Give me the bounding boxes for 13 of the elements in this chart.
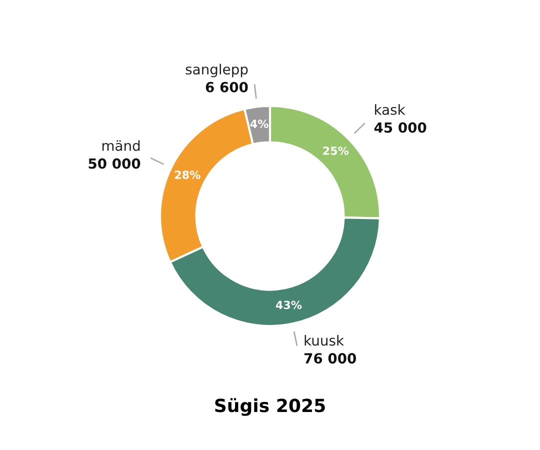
data-label: 50 000 bbox=[88, 158, 140, 169]
data-label: 76 000 bbox=[304, 353, 356, 364]
data-label: 45 000 bbox=[374, 122, 426, 133]
text: 43% bbox=[276, 300, 302, 310]
data-label: 6 600 bbox=[206, 82, 248, 92]
text: Sügis 2025 bbox=[215, 398, 325, 416]
text: 4% bbox=[250, 120, 268, 128]
text: 25% bbox=[323, 146, 349, 155]
slice-label: mänd bbox=[102, 140, 140, 151]
slice-label: kuusk bbox=[304, 334, 344, 346]
text: 28% bbox=[174, 170, 200, 180]
slice-label: kask bbox=[375, 104, 406, 115]
slice-label: sanglepp bbox=[186, 64, 248, 78]
